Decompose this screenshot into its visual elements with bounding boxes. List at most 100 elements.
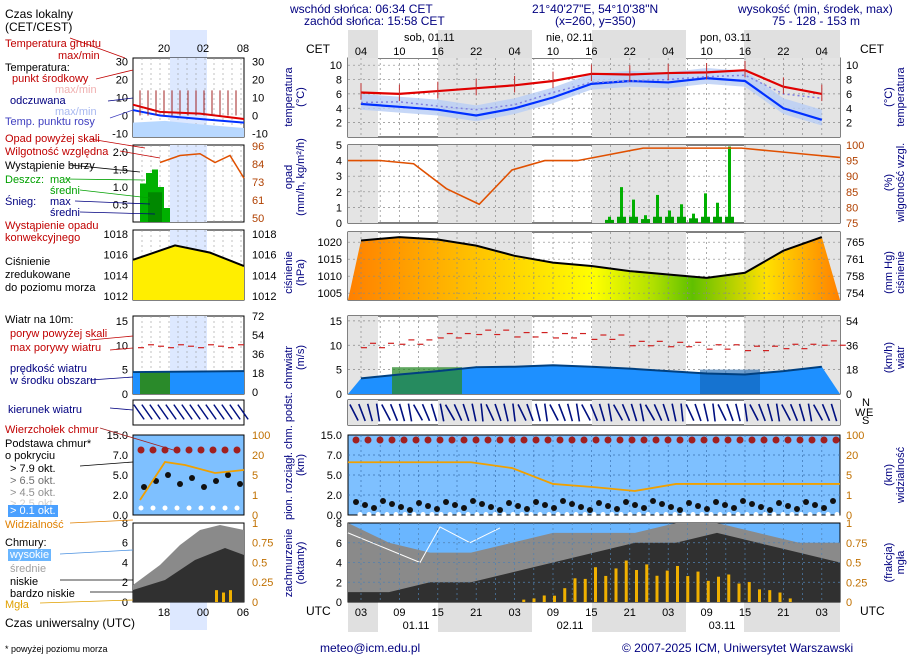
temp-tick-left: 10 — [330, 60, 342, 72]
mini-wind-arrow — [197, 404, 209, 420]
cb-top-dot — [472, 436, 480, 444]
fog-bar — [583, 578, 587, 602]
mini-cb-dot — [165, 472, 171, 478]
legend-connector — [107, 97, 134, 102]
cov-tick: 4 — [336, 558, 342, 570]
mini-cb-low — [162, 505, 168, 511]
cb-top-dot — [628, 436, 636, 444]
hum-tick: 80 — [846, 202, 858, 214]
sunset: zachód słońca: 15:58 CET — [304, 14, 445, 28]
cloud-base-dot — [704, 506, 710, 512]
mini-wind-arrow — [157, 404, 169, 420]
wind-tick-right: 18 — [846, 365, 858, 377]
cloud-base-dot — [731, 505, 737, 511]
mini-wind-tick-r: 0 — [252, 387, 258, 399]
footer-copyright: © 2007-2025 ICM, Uniwersytet Warszawski — [622, 641, 854, 655]
tz-right: CET — [860, 42, 884, 56]
utc-hour-label: 09 — [393, 607, 405, 619]
mini-press-tick: 1014 — [104, 270, 128, 282]
cb-top-dot — [580, 436, 588, 444]
day-header-band-2 — [592, 30, 686, 58]
legend-feels-like: odczuwana — [10, 95, 66, 107]
fog-bar — [624, 560, 628, 602]
mini-wind-arrow — [141, 404, 153, 420]
utc-band-1 — [438, 602, 532, 632]
cloud-base-dot — [524, 506, 530, 512]
day-header-band-1 — [438, 30, 532, 58]
press-tick-right: 765 — [846, 237, 864, 249]
mini-wind-tick: 5 — [122, 365, 128, 377]
mini-cov-tick: 0 — [122, 597, 128, 609]
fog-tick: 0 — [846, 597, 852, 609]
cet-hour-label: 22 — [470, 46, 482, 58]
wind-arrow — [812, 404, 824, 421]
mini-press-tick-r: 1018 — [252, 229, 276, 241]
wind-arrow — [366, 403, 374, 422]
utc-hour-label: 03 — [662, 607, 674, 619]
wind-arrow — [558, 403, 566, 422]
mini-wind-arrow — [181, 404, 193, 420]
precip-tick: 2 — [336, 187, 342, 199]
cloud-base-dot — [380, 498, 386, 504]
cloud-base-dot-low — [672, 512, 678, 517]
wind-arrow — [598, 403, 606, 422]
mini-fog-tick: 0.75 — [252, 538, 273, 550]
wind-arrow — [444, 404, 456, 421]
cloud-base-dot-low — [375, 512, 381, 517]
precip-tick: 5 — [336, 140, 342, 152]
temp-tick-left: 2 — [336, 118, 342, 130]
cloud-base-dot — [407, 507, 413, 513]
mini-precip-bar — [164, 208, 170, 222]
wind-arrow — [421, 403, 431, 422]
mini-wind-arrow — [165, 404, 177, 420]
wind-arrow — [644, 404, 656, 421]
mini-cov-low — [133, 548, 244, 602]
wind-arrow — [685, 404, 695, 421]
mini-cov-tick: 4 — [122, 557, 128, 569]
wind-arrow — [798, 403, 806, 422]
fog-bar — [665, 570, 669, 602]
cloud-base-dot — [758, 504, 764, 510]
mini-cb-low — [186, 505, 192, 511]
fog-bar — [788, 598, 792, 602]
cb-top-dot — [616, 436, 624, 444]
precip-mean-bar — [713, 216, 722, 223]
mini-local-hour: 08 — [237, 43, 249, 55]
mini-wind-tick: 0 — [122, 389, 128, 401]
footer-email[interactable]: meteo@icm.edu.pl — [320, 641, 421, 655]
legend-conv-precip2: konwekcyjnego — [5, 232, 81, 244]
fog-bar — [706, 580, 710, 602]
mini-temp-tick: 20 — [116, 75, 128, 87]
cloud-base-dot-low — [384, 512, 390, 517]
cloud-base-dot-low — [717, 512, 723, 517]
mini-cov-tick: 2 — [122, 577, 128, 589]
cb-top-dot — [676, 436, 684, 444]
wind-arrow — [375, 403, 381, 422]
cloud-base-dot — [371, 505, 377, 511]
night-band-precip-0 — [348, 145, 378, 223]
cloud-base-dot-low — [591, 512, 597, 517]
cb-top-dot — [796, 436, 804, 444]
precip-bar — [632, 199, 635, 223]
legend-very-low: bardzo niskie — [10, 588, 75, 600]
precip-mean-bar — [677, 216, 686, 223]
hum-tick: 90 — [846, 171, 858, 183]
humidity-line — [348, 147, 841, 206]
cloud-base-dot — [821, 505, 827, 511]
cloud-base-dot-low — [537, 512, 543, 517]
wind-arrow — [671, 403, 677, 422]
cloud-base-dot — [686, 500, 692, 506]
mini-temp-fill — [133, 120, 244, 137]
mini-wind-tick-r: 54 — [252, 330, 264, 342]
fog-bar — [594, 567, 597, 602]
wind-arrow — [549, 404, 559, 421]
cb-top-dot — [808, 436, 816, 444]
cloud-base-dot — [533, 499, 539, 505]
legend-connector — [109, 347, 134, 351]
cb-top-dot — [784, 436, 792, 444]
mini-press-tick-r: 1014 — [252, 270, 276, 282]
cloud-base-dot — [650, 498, 656, 504]
fog-bar — [758, 589, 761, 602]
cb-top-dot — [364, 436, 372, 444]
mini-fog-tick: 1 — [252, 518, 258, 530]
